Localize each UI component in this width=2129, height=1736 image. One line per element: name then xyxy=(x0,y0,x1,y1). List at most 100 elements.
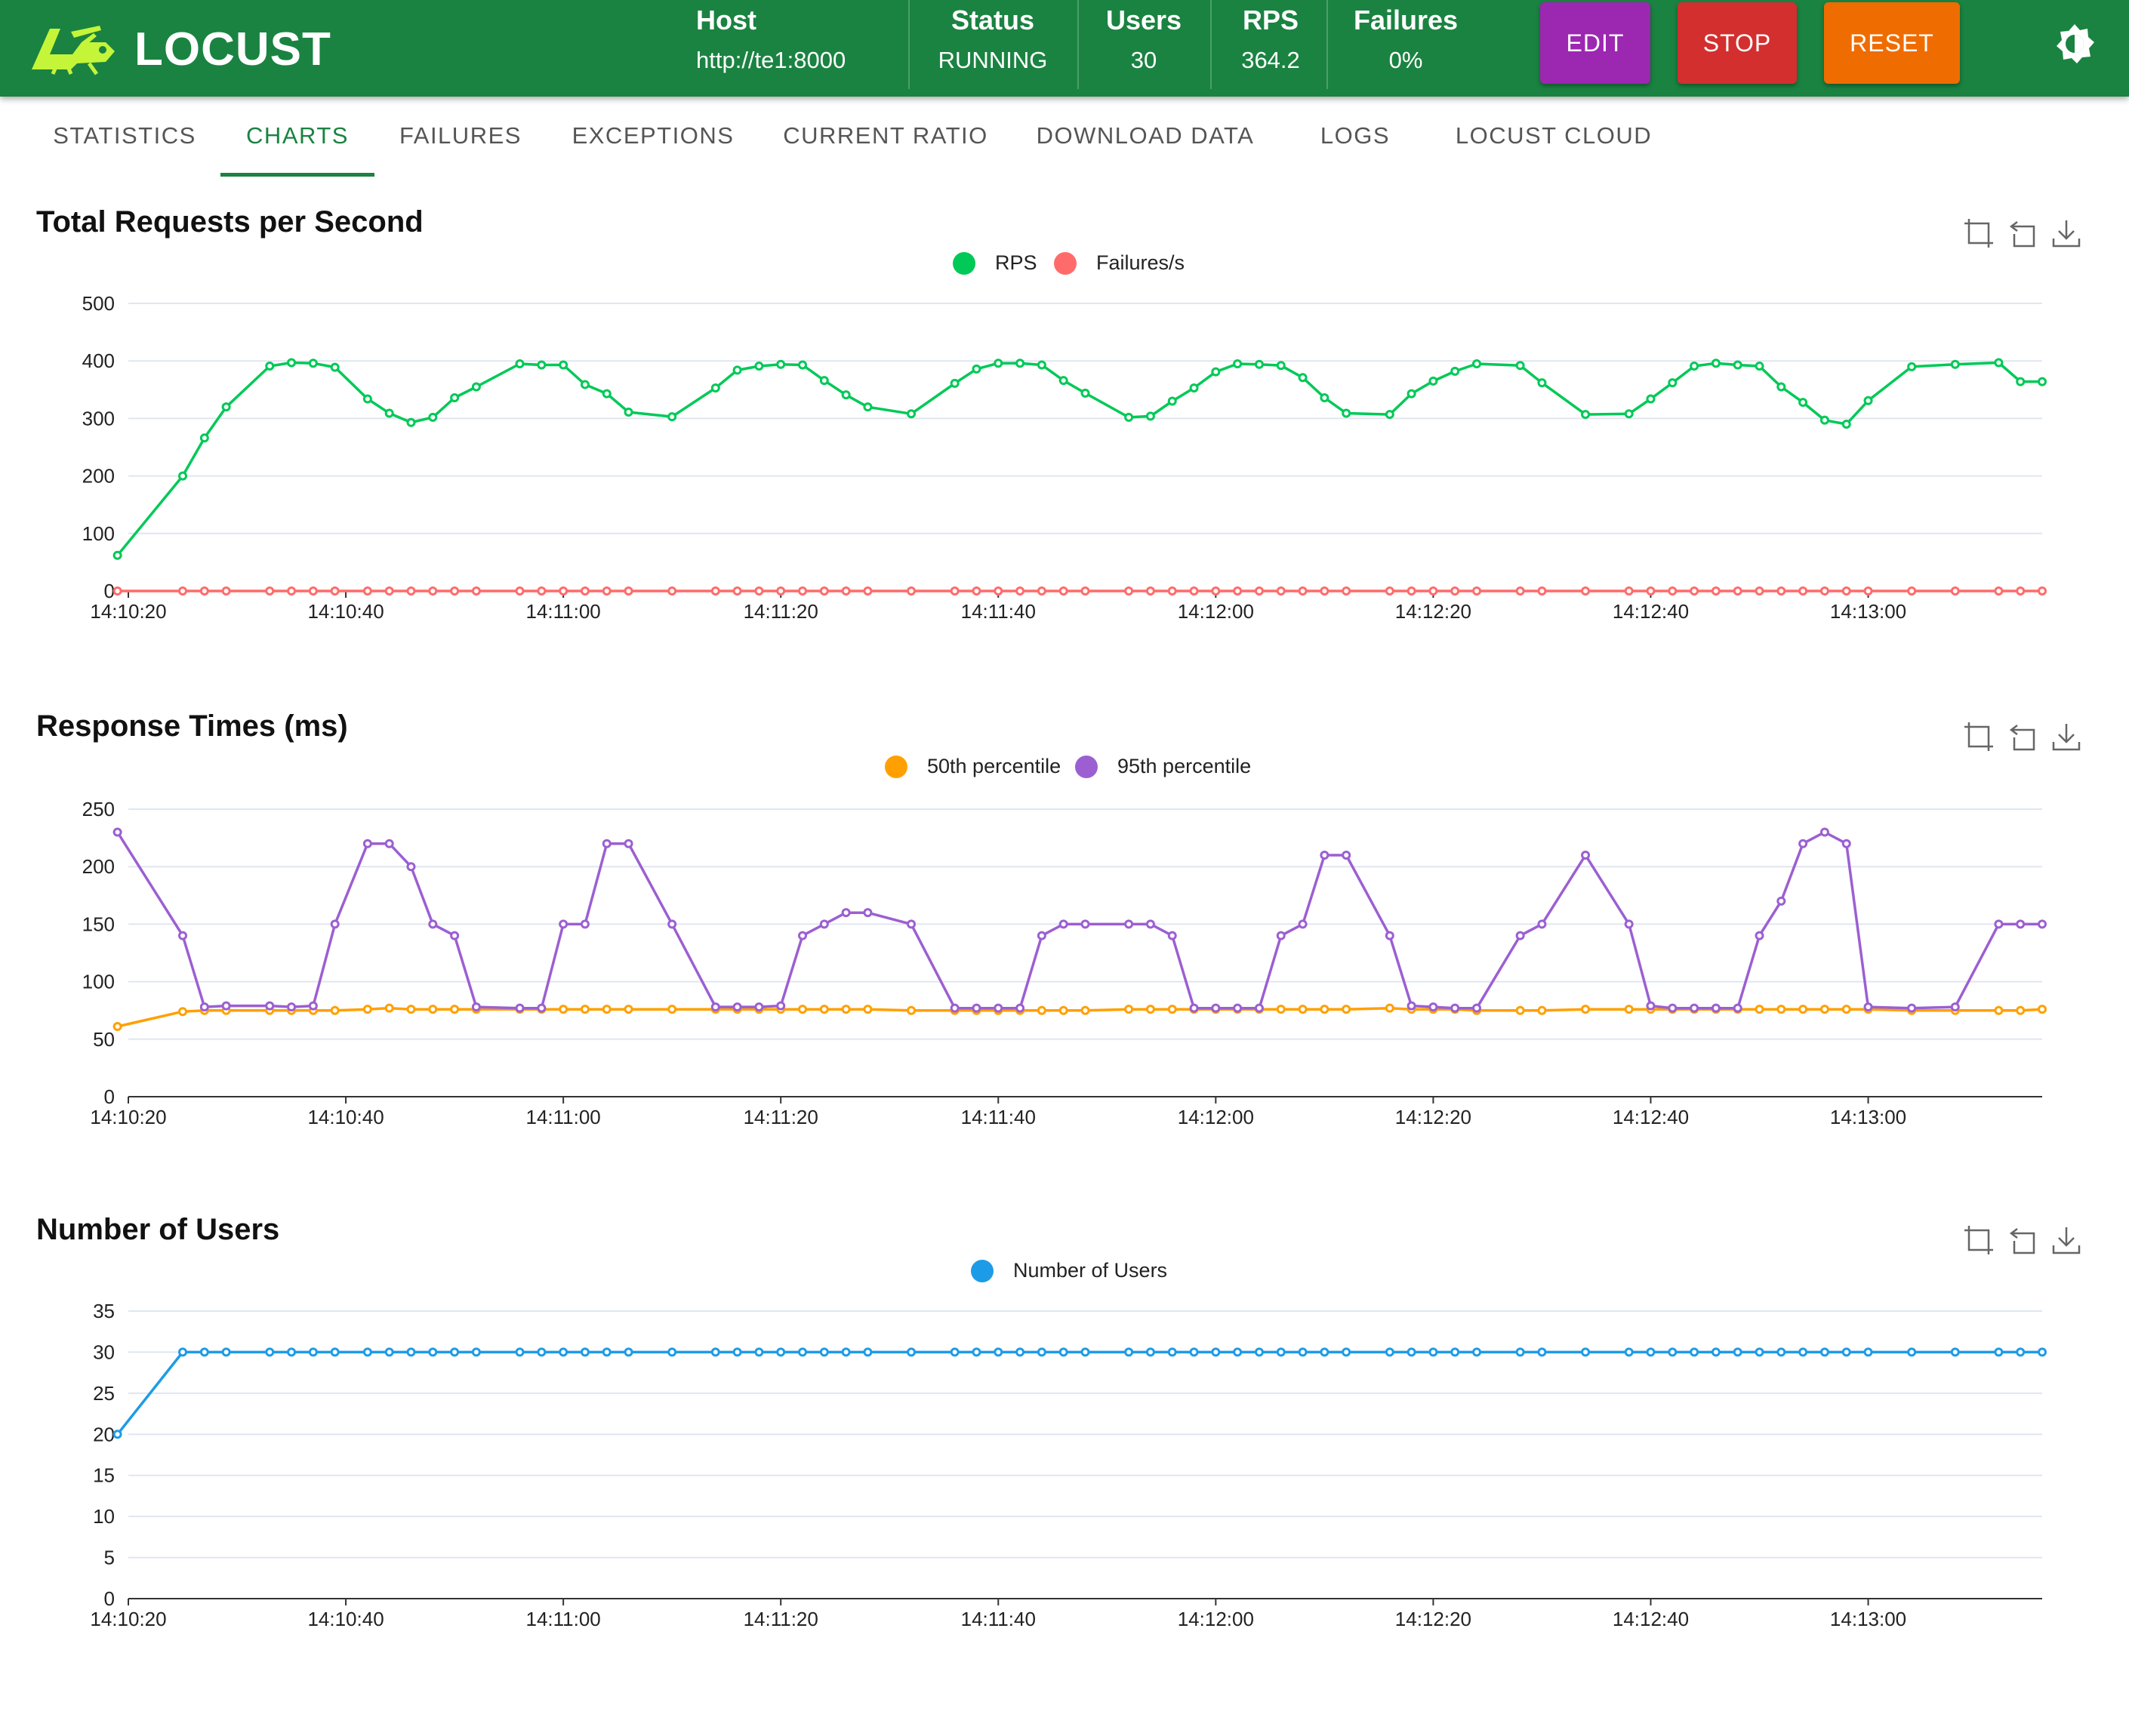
data-point[interactable] xyxy=(1624,1347,1634,1357)
data-point[interactable] xyxy=(950,1347,960,1357)
data-point[interactable] xyxy=(1276,1347,1286,1357)
tab-exceptions[interactable]: EXCEPTIONS xyxy=(572,122,735,149)
data-point[interactable] xyxy=(602,586,612,596)
data-point[interactable] xyxy=(1124,919,1134,929)
tab-statistics[interactable]: STATISTICS xyxy=(53,122,196,149)
data-point[interactable] xyxy=(471,382,481,392)
data-point[interactable] xyxy=(1342,1005,1351,1014)
legend-item-rps[interactable]: RPS xyxy=(953,251,1037,275)
data-point[interactable] xyxy=(602,1347,612,1357)
data-point[interactable] xyxy=(1342,408,1351,418)
data-point[interactable] xyxy=(1950,1002,1960,1012)
data-point[interactable] xyxy=(972,1003,981,1013)
data-point[interactable] xyxy=(1254,1347,1264,1357)
data-point[interactable] xyxy=(1080,1005,1090,1015)
data-point[interactable] xyxy=(1189,586,1199,596)
data-point[interactable] xyxy=(112,1430,122,1439)
tab-logs[interactable]: LOGS xyxy=(1320,122,1391,149)
data-point[interactable] xyxy=(330,362,340,372)
data-point[interactable] xyxy=(1211,367,1221,377)
data-point[interactable] xyxy=(819,586,829,596)
data-point[interactable] xyxy=(624,1005,633,1014)
data-point[interactable] xyxy=(1058,1005,1068,1015)
data-point[interactable] xyxy=(1668,1347,1678,1357)
data-point[interactable] xyxy=(907,1347,917,1357)
data-point[interactable] xyxy=(1863,396,1873,405)
data-point[interactable] xyxy=(819,919,829,929)
data-point[interactable] xyxy=(1037,931,1046,940)
data-point[interactable] xyxy=(221,1347,231,1357)
data-point[interactable] xyxy=(362,394,372,404)
data-point[interactable] xyxy=(362,586,372,596)
data-point[interactable] xyxy=(1298,1347,1308,1357)
data-point[interactable] xyxy=(406,1005,416,1014)
data-point[interactable] xyxy=(710,586,720,596)
data-point[interactable] xyxy=(265,1347,275,1357)
data-point[interactable] xyxy=(602,839,612,848)
data-point[interactable] xyxy=(330,1005,340,1015)
data-point[interactable] xyxy=(1863,1347,1873,1357)
data-point[interactable] xyxy=(2016,377,2026,386)
data-point[interactable] xyxy=(667,586,677,596)
data-point[interactable] xyxy=(950,378,960,388)
data-point[interactable] xyxy=(972,586,981,596)
data-point[interactable] xyxy=(1298,373,1308,383)
data-point[interactable] xyxy=(1950,1347,1960,1357)
data-point[interactable] xyxy=(308,1001,318,1011)
data-point[interactable] xyxy=(1342,1347,1351,1357)
data-point[interactable] xyxy=(732,1002,742,1012)
data-point[interactable] xyxy=(841,390,851,400)
data-point[interactable] xyxy=(330,586,340,596)
data-point[interactable] xyxy=(1450,1003,1460,1013)
data-point[interactable] xyxy=(1254,359,1264,369)
data-point[interactable] xyxy=(1428,376,1438,386)
data-point[interactable] xyxy=(471,1347,481,1357)
data-point[interactable] xyxy=(710,1002,720,1012)
data-point[interactable] xyxy=(537,1347,547,1357)
data-point[interactable] xyxy=(1167,1005,1177,1014)
data-point[interactable] xyxy=(1819,1005,1829,1014)
data-point[interactable] xyxy=(1080,388,1090,398)
data-point[interactable] xyxy=(1450,586,1460,596)
data-point[interactable] xyxy=(1233,359,1243,369)
data-point[interactable] xyxy=(1841,1347,1851,1357)
data-point[interactable] xyxy=(362,1347,372,1357)
data-point[interactable] xyxy=(178,586,188,596)
data-point[interactable] xyxy=(1037,360,1046,370)
data-point[interactable] xyxy=(798,1005,808,1014)
data-point[interactable] xyxy=(1211,586,1221,596)
data-point[interactable] xyxy=(1233,586,1243,596)
data-point[interactable] xyxy=(819,1005,829,1014)
data-point[interactable] xyxy=(732,1347,742,1357)
data-point[interactable] xyxy=(1755,1005,1764,1014)
tab-locust-cloud[interactable]: LOCUST CLOUD xyxy=(1455,122,1653,149)
data-point[interactable] xyxy=(471,586,481,596)
data-point[interactable] xyxy=(1711,1003,1721,1013)
data-point[interactable] xyxy=(1581,586,1591,596)
data-point[interactable] xyxy=(1385,586,1394,596)
data-point[interactable] xyxy=(732,365,742,375)
data-point[interactable] xyxy=(1211,1347,1221,1357)
data-point[interactable] xyxy=(798,586,808,596)
data-point[interactable] xyxy=(1037,1347,1046,1357)
data-point[interactable] xyxy=(776,1001,786,1011)
data-point[interactable] xyxy=(907,919,917,929)
data-point[interactable] xyxy=(1189,1347,1199,1357)
data-point[interactable] xyxy=(2038,1005,2047,1014)
data-point[interactable] xyxy=(1624,1005,1634,1014)
data-point[interactable] xyxy=(406,1347,416,1357)
data-point[interactable] xyxy=(907,586,917,596)
data-point[interactable] xyxy=(1776,586,1786,596)
data-point[interactable] xyxy=(450,1005,460,1014)
data-point[interactable] xyxy=(1907,586,1917,596)
data-point[interactable] xyxy=(1863,586,1873,596)
tab-download-data[interactable]: DOWNLOAD DATA xyxy=(1036,122,1255,149)
data-point[interactable] xyxy=(754,586,764,596)
legend-item-users[interactable]: Number of Users xyxy=(971,1259,1167,1282)
data-point[interactable] xyxy=(732,586,742,596)
data-point[interactable] xyxy=(287,1347,297,1357)
data-point[interactable] xyxy=(863,1005,873,1014)
data-point[interactable] xyxy=(1320,1005,1329,1014)
data-point[interactable] xyxy=(1167,931,1177,940)
data-point[interactable] xyxy=(841,586,851,596)
